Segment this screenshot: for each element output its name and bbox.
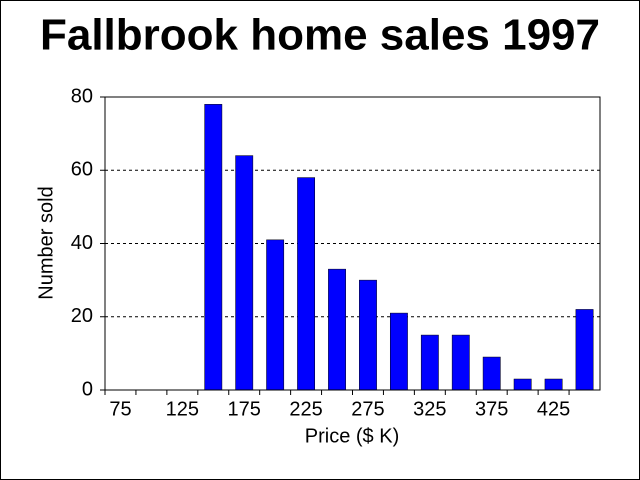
plot-border (104, 96, 601, 391)
bar (451, 334, 470, 391)
bar (575, 309, 594, 391)
bar (297, 177, 316, 391)
bar (513, 378, 532, 391)
bar (204, 104, 223, 391)
y-tick-label: 0 (82, 378, 93, 400)
x-tick-label: 275 (351, 398, 384, 420)
bar (328, 268, 346, 391)
x-tick-label: 175 (228, 398, 261, 420)
bar (389, 312, 408, 391)
bar (266, 239, 285, 391)
y-tick-label: 40 (71, 232, 93, 254)
bar (359, 279, 377, 391)
x-tick-label: 325 (413, 398, 446, 420)
y-tick-label: 20 (71, 305, 93, 327)
chart-title: Fallbrook home sales 1997 (40, 11, 600, 60)
x-tick-label: 75 (109, 398, 131, 420)
y-tick-label: 60 (71, 159, 93, 181)
y-axis-label: Number sold (35, 186, 57, 299)
x-tick-label: 425 (537, 398, 570, 420)
x-tick-label: 225 (289, 398, 322, 420)
y-tick-label: 80 (71, 85, 93, 107)
bar (482, 356, 501, 391)
x-tick-label: 375 (475, 398, 508, 420)
bar (544, 378, 563, 391)
x-axis-label: Price ($ K) (305, 425, 399, 447)
bar (235, 155, 254, 391)
x-tick-label: 125 (166, 398, 199, 420)
bar (420, 334, 439, 391)
